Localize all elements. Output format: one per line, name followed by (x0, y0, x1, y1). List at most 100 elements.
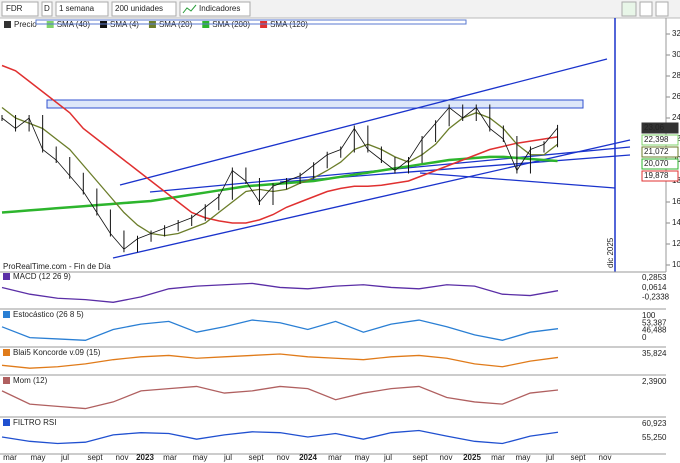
close-button[interactable] (655, 1, 669, 17)
minimize-button[interactable] (639, 1, 653, 17)
legend-label: SMA (120) (270, 20, 308, 29)
legend-label: SMA (4) (110, 20, 139, 29)
panel-value-label: 100 (642, 311, 656, 320)
x-tick-label: 2025 (463, 453, 481, 462)
x-tick-label: may (30, 453, 45, 462)
add-button[interactable] (621, 1, 637, 17)
y-tick-label: 10 (672, 260, 680, 269)
last-label-box (641, 170, 679, 182)
last-label-box (641, 158, 679, 170)
panel-value-label: 60,923 (642, 419, 667, 428)
panel-swatch (3, 377, 10, 384)
x-tick-label: may (515, 453, 530, 462)
d-label: D (44, 4, 50, 13)
x-tick-label: jul (383, 453, 392, 462)
vertical-label: dic 2025 (606, 237, 615, 268)
panel-title: FILTRO RSI (13, 418, 56, 427)
panel-title: MACD (12 26 9) (13, 272, 71, 281)
panel-value-label: 0,2853 (642, 273, 667, 282)
drawing-rect (35, 19, 467, 25)
y-tick-label: 14 (672, 218, 680, 227)
legend: Precio SMA (40) SMA (4) SMA (20) SMA (200) SM… (4, 20, 308, 29)
x-tick-label: may (354, 453, 369, 462)
last-label: 20,070 (644, 159, 669, 168)
last-label: 19,878 (644, 171, 669, 180)
x-tick-label: mar (163, 453, 177, 462)
period-box[interactable] (55, 1, 109, 17)
legend-label: SMA (40) (57, 20, 91, 29)
x-tick-label: nov (277, 453, 290, 462)
panel-title: Blai5 Koncorde v.09 (15) (13, 348, 101, 357)
x-tick-label: jul (60, 453, 69, 462)
sma120-line (1, 64, 558, 224)
x-tick-label: sept (248, 453, 264, 462)
indicator-line (1, 353, 559, 369)
x-tick-label: sept (87, 453, 103, 462)
x-tick-label: mar (491, 453, 505, 462)
x-tick-label: 2023 (136, 453, 154, 462)
panel-value-label: 35,824 (642, 349, 667, 358)
x-tick-label: nov (440, 453, 453, 462)
x-tick-label: may (192, 453, 207, 462)
legend-label: Precio (14, 20, 37, 29)
panel-value-label: 46,488 (642, 326, 667, 335)
x-tick-label: jul (545, 453, 554, 462)
units-box[interactable] (111, 1, 177, 17)
last-label-box (641, 146, 679, 158)
x-tick-label: mar (328, 453, 342, 462)
x-tick-label: sept (412, 453, 428, 462)
legend-label: SMA (200) (212, 20, 250, 29)
resistance-zone (46, 99, 584, 109)
units[interactable]: 200 unidades (115, 4, 163, 13)
x-tick-label: nov (116, 453, 129, 462)
indicator-line (1, 282, 559, 303)
panel-swatch (3, 311, 10, 318)
sma200-line (1, 155, 558, 214)
indicator-line (1, 319, 559, 341)
y-tick-label: 28 (672, 71, 680, 80)
indicators[interactable]: Indicadores (199, 4, 240, 13)
y-tick-label: 12 (672, 239, 680, 248)
panel-swatch (3, 419, 10, 426)
y-tick-label: 26 (672, 92, 680, 101)
x-tick-label: sept (570, 453, 586, 462)
last-label: 21,072 (644, 147, 669, 156)
panel-value-label: -0,2338 (642, 292, 670, 301)
last-label: 23,06 (644, 123, 665, 132)
period[interactable]: 1 semana (59, 4, 95, 13)
ticker-box[interactable] (1, 1, 39, 17)
panel-value-label: 2,3900 (642, 377, 667, 386)
x-tick-label: nov (599, 453, 612, 462)
price-line (1, 106, 558, 250)
x-tick-label: jul (223, 453, 232, 462)
x-tick-label: 2024 (299, 453, 317, 462)
legend-swatch (4, 21, 11, 28)
watermark: ProRealTime.com - Fin de Día (3, 262, 111, 271)
panel-swatch (3, 349, 10, 356)
panel-swatch (3, 273, 10, 280)
d-button[interactable] (41, 1, 53, 17)
panel-value-label: 55,250 (642, 433, 667, 442)
trend-line (119, 58, 608, 186)
legend-label: SMA (20) (159, 20, 193, 29)
indicator-line (1, 385, 559, 410)
panel-value-label: 53,387 (642, 318, 667, 327)
sma20-line (1, 106, 558, 237)
ticker[interactable]: FDR (6, 4, 23, 13)
last-label-box (641, 134, 679, 146)
indicators-icon (182, 4, 197, 14)
y-tick-label: 32 (672, 29, 680, 38)
last-label: 22,398 (644, 135, 669, 144)
y-tick-label: 30 (672, 50, 680, 59)
y-tick-label: 24 (672, 113, 680, 122)
panel-value-label: 0,0614 (642, 283, 667, 292)
trend-line (419, 172, 616, 189)
panel-title: Mom (12) (13, 376, 48, 385)
panel-title: Estocástico (26 8 5) (13, 310, 84, 319)
indicators-box[interactable] (179, 1, 251, 17)
x-tick-label: mar (3, 453, 17, 462)
panel-value-label: 0 (642, 333, 647, 342)
indicator-line (1, 429, 559, 445)
last-label-box (641, 122, 679, 134)
